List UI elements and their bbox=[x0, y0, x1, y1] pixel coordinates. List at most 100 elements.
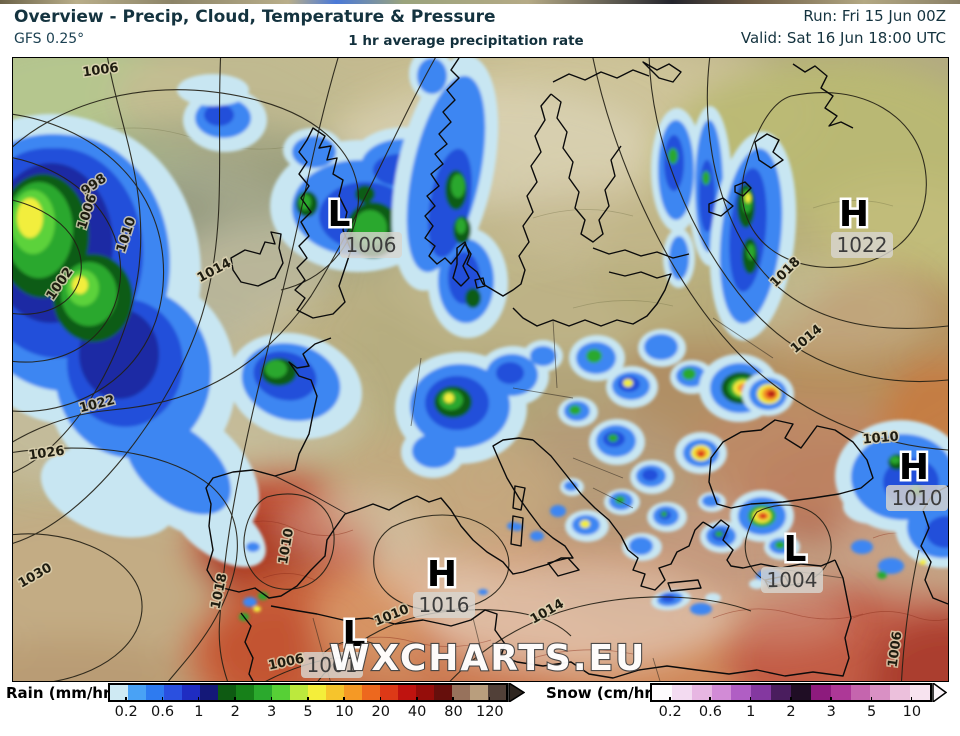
coastline-layer bbox=[205, 58, 948, 681]
snow-tick-label: 5 bbox=[866, 704, 877, 720]
pressure-value: 1004 bbox=[767, 568, 818, 592]
snow-swatch bbox=[810, 685, 831, 700]
snow-tick-label: 2 bbox=[786, 704, 796, 720]
snow-swatch bbox=[671, 685, 692, 700]
snow-swatch bbox=[771, 685, 792, 700]
valid-time: Valid: Sat 16 Jun 18:00 UTC bbox=[740, 29, 946, 47]
pressure-value-tag bbox=[413, 592, 475, 618]
rain-tick-label: 120 bbox=[475, 704, 504, 720]
page-title: Overview - Precip, Cloud, Temperature & … bbox=[14, 7, 496, 27]
snow-swatch bbox=[870, 685, 891, 700]
snow-swatch bbox=[691, 685, 712, 700]
rain-swatch bbox=[146, 685, 164, 700]
rain-tick-labels: 0.2 0.6 1 2 3 5 10 20 40 80 120 bbox=[108, 704, 508, 722]
snow-swatch bbox=[830, 685, 851, 700]
rain-tick-label: 5 bbox=[303, 704, 313, 720]
pressure-value-tag bbox=[301, 652, 363, 678]
rain-swatch bbox=[452, 685, 470, 700]
run-time: Run: Fri 15 Jun 00Z bbox=[803, 7, 946, 25]
precipitation-layer bbox=[13, 58, 948, 621]
rain-swatch bbox=[164, 685, 182, 700]
contour-label: 1006 bbox=[82, 61, 120, 81]
rain-legend-label: Rain (mm/hr) bbox=[6, 684, 118, 702]
snow-tick-label: 0.6 bbox=[698, 704, 722, 720]
rain-swatch bbox=[128, 685, 146, 700]
weather-map: L 1006 H 1022 H 1010 L 1004 H 1016 L 1001 1006 998 100… bbox=[12, 57, 949, 682]
pressure-letter: L bbox=[343, 614, 366, 655]
rain-tick-label: 0.2 bbox=[114, 704, 138, 720]
pressure-value-tag bbox=[340, 232, 402, 258]
rain-tick-label: 40 bbox=[407, 704, 427, 720]
snow-tick-label: 10 bbox=[902, 704, 922, 720]
rain-tick-label: 80 bbox=[444, 704, 463, 720]
rain-swatch bbox=[326, 685, 344, 700]
contour-label: 1026 bbox=[28, 444, 66, 464]
pressure-letter: H bbox=[427, 554, 457, 595]
snow-swatch bbox=[751, 685, 772, 700]
rain-swatch bbox=[416, 685, 434, 700]
contour-label: 1006 bbox=[886, 631, 906, 669]
snow-tick-label: 3 bbox=[826, 704, 836, 720]
rain-swatch bbox=[362, 685, 380, 700]
rain-swatch bbox=[290, 685, 308, 700]
pressure-value: 1016 bbox=[419, 593, 470, 617]
pressure-value-tag bbox=[761, 567, 823, 593]
snow-swatch bbox=[890, 685, 911, 700]
rain-swatch bbox=[272, 685, 290, 700]
snow-colorbar-arrow bbox=[932, 683, 947, 702]
rain-swatch bbox=[380, 685, 398, 700]
rain-swatch bbox=[236, 685, 254, 700]
snow-swatch bbox=[791, 685, 811, 700]
snow-tick-label: 1 bbox=[746, 704, 756, 720]
rain-swatch bbox=[434, 685, 452, 700]
pressure-letter: H bbox=[839, 194, 869, 235]
rain-swatch bbox=[218, 685, 236, 700]
rain-tick-label: 3 bbox=[267, 704, 277, 720]
rain-tick-label: 10 bbox=[335, 704, 354, 720]
rain-colorbar bbox=[108, 683, 508, 702]
snow-tick-labels: 0.2 0.6 1 2 3 5 10 bbox=[650, 704, 932, 722]
top-edge-strip bbox=[0, 0, 960, 4]
rain-swatch bbox=[182, 685, 200, 700]
rain-swatch bbox=[488, 685, 506, 700]
snow-swatch bbox=[731, 685, 752, 700]
pressure-letter: H bbox=[899, 447, 929, 488]
pressure-letter: L bbox=[328, 194, 351, 235]
pressure-value: 1022 bbox=[837, 233, 888, 257]
rain-swatch bbox=[254, 685, 272, 700]
pressure-value-tag bbox=[886, 485, 948, 511]
snow-swatch bbox=[850, 685, 871, 700]
snow-swatch bbox=[652, 685, 672, 700]
rain-swatch bbox=[200, 685, 218, 700]
pressure-value: 1010 bbox=[892, 486, 943, 510]
rain-tick-label: 1 bbox=[194, 704, 204, 720]
pressure-value-tag bbox=[831, 232, 893, 258]
rain-tick-label: 0.6 bbox=[151, 704, 175, 720]
map-subtitle: 1 hr average precipitation rate bbox=[348, 33, 584, 49]
pressure-value: 1001 bbox=[307, 653, 358, 677]
rain-tick-label: 2 bbox=[230, 704, 240, 720]
snow-colorbar bbox=[650, 683, 932, 702]
rain-swatch bbox=[398, 685, 416, 700]
snow-swatch bbox=[711, 685, 732, 700]
snow-tick-label: 0.2 bbox=[658, 704, 682, 720]
snow-legend-label: Snow (cm/hr) bbox=[546, 684, 659, 702]
rain-swatch bbox=[110, 685, 128, 700]
contour-label: 1010 bbox=[862, 429, 899, 447]
watermark: WXCHARTS.EU bbox=[330, 638, 647, 679]
rain-colorbar-arrow bbox=[508, 683, 525, 702]
snow-swatch bbox=[910, 685, 931, 700]
rain-tick-label: 20 bbox=[371, 704, 390, 720]
rain-swatch bbox=[344, 685, 362, 700]
rain-swatch bbox=[470, 685, 488, 700]
pressure-letter: L bbox=[784, 529, 807, 570]
model-label: GFS 0.25° bbox=[14, 31, 85, 47]
rain-swatch bbox=[308, 685, 326, 700]
